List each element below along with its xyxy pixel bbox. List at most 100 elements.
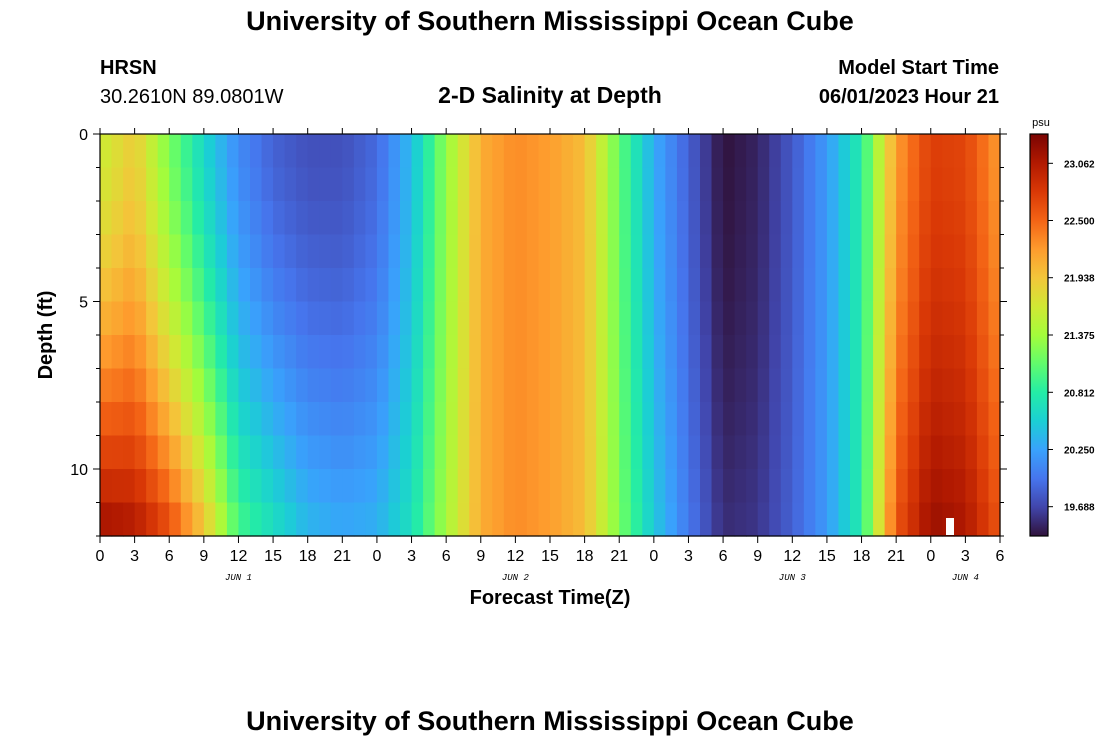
x-tick-label: 9 <box>199 548 208 565</box>
heatmap-cell <box>446 134 459 169</box>
x-tick-label: 12 <box>506 548 524 565</box>
heatmap-cell <box>873 201 886 236</box>
heatmap-cell <box>480 435 493 470</box>
heatmap-cell <box>734 201 747 236</box>
heatmap-cell <box>376 167 390 202</box>
heatmap-cell <box>757 268 770 303</box>
heatmap-cell <box>273 234 286 269</box>
heatmap-cell <box>273 167 286 202</box>
x-tick-label: 12 <box>230 548 248 565</box>
heatmap-cell <box>261 134 274 169</box>
heatmap-cell <box>330 469 343 504</box>
x-tick-label: 3 <box>407 548 416 565</box>
heatmap-cell <box>480 167 493 202</box>
heatmap-cell <box>561 502 574 537</box>
heatmap-cell <box>342 469 355 504</box>
main-title: University of Southern Mississippi Ocean… <box>246 6 854 36</box>
heatmap-cell <box>284 134 297 169</box>
x-tick-label: 0 <box>372 548 381 565</box>
heatmap-cell <box>457 502 470 537</box>
heatmap-cell <box>238 134 251 169</box>
heatmap-cell <box>226 469 240 504</box>
heatmap-cell <box>388 234 401 269</box>
heatmap-cell <box>573 435 586 470</box>
heatmap-cell <box>469 435 482 470</box>
heatmap-cell <box>169 402 182 437</box>
heatmap-cell <box>688 435 701 470</box>
heatmap-cell <box>630 268 643 303</box>
heatmap-cell <box>365 402 378 437</box>
heatmap-cell <box>480 469 493 504</box>
y-tick-label: 5 <box>79 295 88 312</box>
heatmap-cell <box>526 368 540 403</box>
heatmap-cell <box>746 234 759 269</box>
heatmap-cell <box>780 167 793 202</box>
heatmap-cell <box>723 301 736 336</box>
heatmap-cell <box>423 268 436 303</box>
heatmap-cell <box>307 402 320 437</box>
heatmap-cell <box>353 402 366 437</box>
heatmap-cell <box>146 268 159 303</box>
heatmap-cell <box>826 469 840 504</box>
heatmap-cell <box>850 368 863 403</box>
heatmap-cell <box>884 469 897 504</box>
station-coordinates: 30.2610N 89.0801W <box>100 86 284 108</box>
heatmap-cell <box>965 402 978 437</box>
heatmap-cell <box>365 201 378 236</box>
heatmap-cell <box>630 167 643 202</box>
heatmap-cell <box>215 402 228 437</box>
heatmap-cell <box>146 134 159 169</box>
x-axis-label: Forecast Time(Z) <box>470 587 631 609</box>
heatmap-cell <box>850 268 863 303</box>
heatmap-cell <box>803 469 816 504</box>
heatmap-cell <box>538 234 551 269</box>
heatmap-cell <box>700 469 713 504</box>
heatmap-cell <box>503 268 516 303</box>
heatmap-cell <box>746 134 759 169</box>
heatmap-cell <box>169 268 182 303</box>
colorbar: psu 23.062 22.500 21.938 21.375 20.812 20.250… <box>1029 117 1095 537</box>
heatmap-cell <box>284 435 297 470</box>
heatmap-cell <box>896 234 909 269</box>
heatmap-cell <box>446 201 459 236</box>
heatmap-cell <box>411 268 424 303</box>
heatmap-cell <box>850 435 863 470</box>
heatmap-cell <box>400 335 413 370</box>
heatmap-cell <box>653 167 666 202</box>
heatmap-cell <box>250 234 263 269</box>
heatmap-cell <box>676 368 690 403</box>
heatmap-cell <box>723 435 736 470</box>
heatmap-cell <box>226 368 240 403</box>
heatmap-cell <box>965 368 978 403</box>
heatmap-cell <box>688 335 701 370</box>
heatmap-cell <box>226 234 240 269</box>
heatmap-cell <box>734 167 747 202</box>
heatmap-cell <box>769 469 782 504</box>
heatmap-cell <box>700 268 713 303</box>
heatmap-cell <box>192 301 205 336</box>
heatmap-cell <box>642 167 655 202</box>
heatmap-cell <box>192 435 205 470</box>
heatmap-cell <box>123 335 136 370</box>
heatmap-cell <box>884 335 897 370</box>
heatmap-cell <box>688 301 701 336</box>
y-tick-label: 0 <box>79 127 88 144</box>
heatmap-cell <box>250 335 263 370</box>
heatmap-cell <box>976 201 990 236</box>
heatmap-cell <box>157 167 170 202</box>
heatmap-cell <box>388 368 401 403</box>
heatmap-cell <box>942 301 955 336</box>
heatmap-cell <box>180 502 193 537</box>
heatmap-cell <box>503 234 516 269</box>
heatmap-cell <box>573 234 586 269</box>
heatmap-cell <box>423 402 436 437</box>
heatmap-cell <box>665 502 678 537</box>
heatmap-cell <box>838 469 851 504</box>
heatmap-cell <box>815 469 828 504</box>
heatmap-cell <box>965 268 978 303</box>
heatmap-cell <box>492 301 505 336</box>
heatmap-cell <box>111 201 124 236</box>
heatmap-cell <box>215 368 228 403</box>
heatmap-cell <box>388 502 401 537</box>
heatmap-cell <box>803 502 816 537</box>
